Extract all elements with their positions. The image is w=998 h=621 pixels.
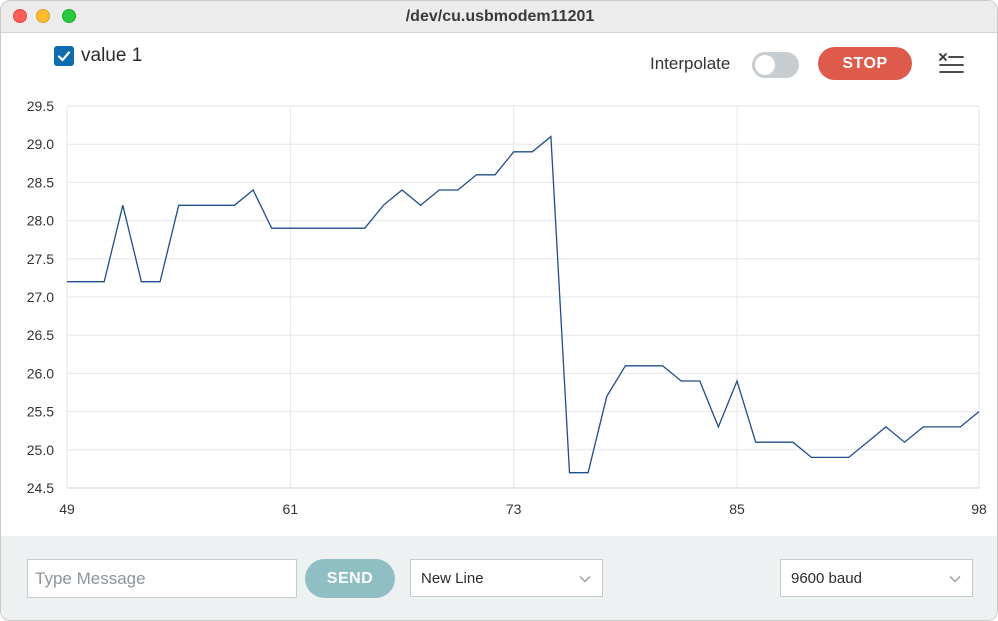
- series-line: [67, 135, 980, 474]
- grid-lines: [66, 105, 980, 489]
- y-tick-label: 29.0: [27, 136, 54, 152]
- baud-rate-select[interactable]: 9600 baud: [780, 559, 973, 597]
- x-tick-label: 85: [729, 501, 745, 517]
- title-bar: /dev/cu.usbmodem11201: [1, 1, 997, 33]
- series-checkbox[interactable]: [54, 46, 74, 66]
- x-axis: 49 61 73 85 98: [59, 501, 987, 517]
- message-input[interactable]: [27, 559, 297, 598]
- clear-output-icon[interactable]: [936, 51, 966, 77]
- x-tick-label: 61: [283, 501, 299, 517]
- y-tick-label: 27.5: [27, 251, 54, 267]
- x-tick-label: 73: [506, 501, 522, 517]
- series-label: value 1: [81, 45, 143, 66]
- plot-chart: 29.5 29.0 28.5 28.0 27.5 27.0 26.5 26.0 25.5 25.0…: [27, 98, 987, 517]
- window-title: /dev/cu.usbmodem11201: [405, 8, 595, 25]
- y-tick-label: 25.0: [27, 442, 54, 458]
- x-tick-label: 49: [59, 501, 75, 517]
- y-tick-label: 27.0: [27, 289, 54, 305]
- line-ending-select[interactable]: New Line: [410, 559, 603, 597]
- y-tick-label: 26.5: [27, 327, 54, 343]
- stop-button[interactable]: STOP: [818, 47, 912, 80]
- y-tick-label: 28.0: [27, 213, 54, 229]
- x-tick-label: 98: [971, 501, 987, 517]
- chevron-down-icon: [579, 575, 591, 583]
- chevron-down-icon: [949, 575, 961, 583]
- y-tick-label: 24.5: [27, 480, 54, 496]
- baud-rate-value: 9600 baud: [791, 569, 862, 587]
- line-ending-value: New Line: [421, 569, 484, 587]
- checkmark-icon: [57, 51, 71, 62]
- close-window-button[interactable]: [13, 9, 27, 23]
- minimize-window-button[interactable]: [36, 9, 50, 23]
- interpolate-label: Interpolate: [650, 54, 731, 73]
- interpolate-toggle[interactable]: [752, 52, 799, 78]
- y-tick-label: 25.5: [27, 404, 54, 420]
- y-tick-label: 26.0: [27, 365, 54, 381]
- y-tick-label: 29.5: [27, 98, 54, 114]
- zoom-window-button[interactable]: [62, 9, 76, 23]
- series-legend: value 1: [54, 45, 142, 67]
- y-tick-label: 28.5: [27, 174, 54, 190]
- toggle-knob: [755, 55, 775, 75]
- send-button[interactable]: SEND: [305, 559, 395, 598]
- y-axis: 29.5 29.0 28.5 28.0 27.5 27.0 26.5 26.0 25.5 25.0…: [27, 98, 54, 496]
